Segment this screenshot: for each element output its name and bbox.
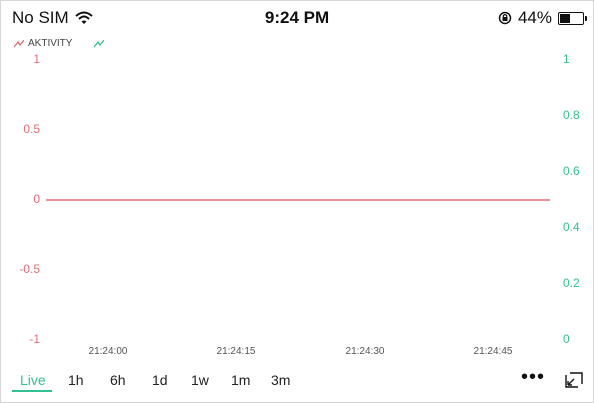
y-left-tick: 1: [33, 52, 40, 66]
y-right-tick: 0.8: [563, 108, 580, 122]
range-tab-3m[interactable]: 3m: [271, 372, 291, 388]
clock: 9:24 PM: [264, 8, 330, 27]
wifi-icon: [75, 11, 93, 24]
active-range-indicator: [12, 390, 52, 392]
y-right-tick: 1: [563, 52, 570, 66]
range-tab-1h[interactable]: 1h: [68, 372, 84, 388]
chart-legend: AKTIVITY: [14, 38, 105, 49]
range-tab-6h[interactable]: 6h: [110, 372, 126, 388]
range-tab-1w[interactable]: 1w: [191, 372, 209, 388]
y-right-tick: 0: [563, 332, 570, 346]
line-series-icon: [94, 39, 105, 47]
legend-item-aktivity[interactable]: AKTIVITY: [14, 38, 72, 49]
activity-chart[interactable]: [0, 0, 594, 366]
y-right-tick: 0.6: [563, 164, 580, 178]
x-tick: 21:24:45: [473, 346, 513, 357]
x-tick: 21:24:30: [345, 346, 385, 357]
range-tab-1m[interactable]: 1m: [231, 372, 251, 388]
y-left-tick: 0: [33, 192, 40, 206]
y-left-tick: 0.5: [23, 122, 40, 136]
y-left-tick: -0.5: [19, 262, 40, 276]
battery-icon: [558, 11, 587, 25]
status-bar: No SIM 9:24 PM 44%: [0, 0, 594, 36]
battery-fill: [560, 13, 570, 23]
more-button[interactable]: •••: [521, 366, 546, 388]
x-tick: 21:24:00: [88, 346, 128, 357]
battery-percent: 44%: [517, 8, 552, 27]
orientation-lock-icon: [498, 11, 512, 25]
range-tab-live[interactable]: Live: [20, 372, 46, 388]
x-tick: 21:24:15: [216, 346, 256, 357]
y-left-tick: -1: [29, 332, 40, 346]
time-range-bar: Live 1h 6h 1d 1w 1m 3m •••: [0, 366, 594, 403]
line-series-icon: [14, 39, 24, 47]
legend-label-aktivity: AKTIVITY: [28, 38, 73, 49]
carrier-label: No SIM: [12, 8, 69, 27]
y-right-tick: 0.2: [563, 276, 580, 290]
range-tab-1d[interactable]: 1d: [152, 372, 168, 388]
status-left: No SIM: [12, 8, 93, 28]
expand-icon[interactable]: [565, 372, 583, 388]
y-right-tick: 0.4: [563, 220, 580, 234]
legend-item-secondary[interactable]: [94, 39, 105, 48]
status-right: 44%: [498, 8, 587, 28]
